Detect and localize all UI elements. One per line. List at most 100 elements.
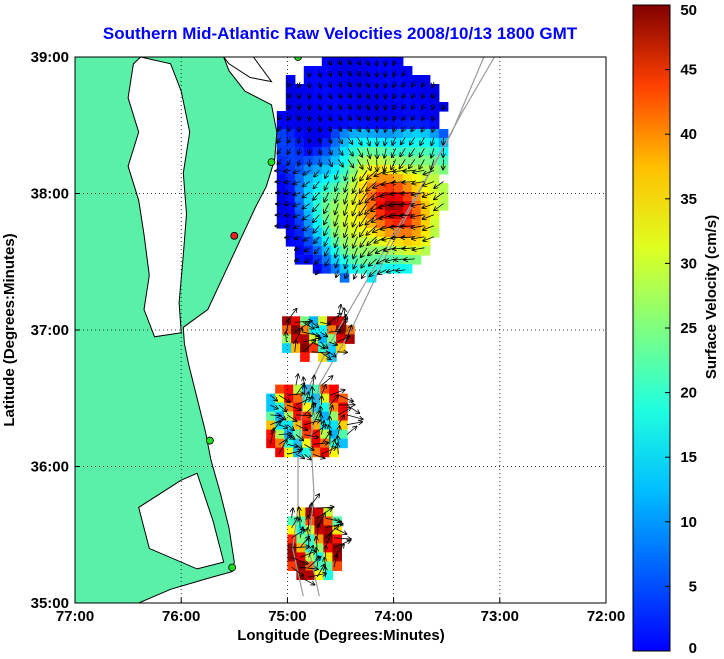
velocity-cell — [303, 210, 314, 220]
velocity-cell — [321, 93, 332, 103]
velocity-vector — [275, 226, 282, 227]
colorbar-tick-label: 0 — [689, 640, 697, 657]
velocity-cell — [339, 237, 350, 247]
velocity-vector — [330, 406, 333, 416]
velocity-vector — [353, 236, 358, 248]
velocity-cell — [429, 93, 440, 103]
velocity-vector — [294, 328, 302, 343]
velocity-cell — [312, 210, 323, 220]
velocity-vector — [319, 81, 320, 88]
velocity-cell — [330, 237, 341, 247]
velocity-vector — [285, 319, 289, 333]
velocity-cell — [375, 84, 386, 94]
velocity-cell — [311, 393, 321, 404]
velocity-vector — [432, 92, 434, 98]
velocity-cell — [339, 111, 350, 121]
velocity-vector — [378, 269, 387, 274]
velocity-vector — [313, 376, 314, 386]
velocity-vector — [278, 125, 281, 131]
y-tick-label: 38:00 — [31, 186, 69, 203]
velocity-cell — [393, 264, 404, 274]
velocity-cell — [338, 438, 348, 449]
velocity-cell — [366, 84, 377, 94]
velocity-cell — [420, 165, 431, 175]
velocity-vector — [287, 444, 297, 446]
velocity-cell — [314, 507, 324, 517]
velocity-vector — [288, 126, 291, 131]
velocity-cell — [366, 102, 377, 112]
velocity-vector — [278, 414, 286, 420]
velocity-vector — [298, 148, 300, 154]
velocity-vector — [422, 114, 425, 120]
velocity-vector — [347, 148, 353, 156]
velocity-vector — [303, 181, 310, 187]
velocity-vector — [402, 103, 405, 109]
x-tick-label: 75:00 — [268, 608, 306, 625]
velocity-vector — [303, 225, 310, 231]
velocity-cell — [312, 192, 323, 202]
velocity-vector — [316, 508, 332, 519]
velocity-vector — [287, 394, 303, 396]
velocity-cell — [266, 420, 276, 431]
velocity-vector — [317, 507, 334, 508]
velocity-vector — [287, 148, 290, 154]
velocity-cell — [312, 129, 323, 139]
velocity-vector — [361, 247, 368, 258]
velocity-cell — [276, 201, 287, 211]
velocity-vector — [311, 331, 320, 339]
velocity-cell — [276, 174, 287, 184]
velocity-cell — [339, 57, 350, 67]
velocity-vector — [431, 148, 434, 157]
velocity-cell — [327, 343, 337, 353]
velocity-cell — [312, 156, 323, 166]
colorbar-ticks: 0 5 10 15 20 25 30 35 40 45 50 — [665, 2, 697, 657]
velocity-vector — [357, 148, 363, 157]
velocity-vector — [338, 415, 344, 425]
velocity-cell — [411, 138, 422, 148]
velocity-vector — [319, 104, 320, 110]
velocity-cell — [330, 120, 341, 130]
velocity-cell — [375, 111, 386, 121]
velocity-cell — [320, 384, 330, 395]
velocity-cell — [312, 102, 323, 112]
velocity-cell — [393, 147, 404, 157]
velocity-cell — [294, 255, 305, 265]
velocity-cell — [321, 120, 332, 130]
velocity-cell — [276, 147, 287, 157]
colorbar-tick-label: 45 — [680, 62, 697, 79]
velocity-vector — [329, 59, 331, 65]
velocity-cell — [330, 138, 341, 148]
velocity-vector — [308, 503, 312, 519]
velocity-cell — [348, 129, 359, 139]
velocity-vector — [291, 517, 298, 529]
velocity-cell — [420, 183, 431, 193]
velocity-cell — [312, 174, 323, 184]
velocity-cell — [311, 420, 321, 431]
velocity-vector — [423, 181, 435, 186]
velocity-vector — [412, 81, 415, 87]
velocity-vector — [296, 374, 298, 386]
velocity-vector — [329, 114, 331, 120]
velocity-vector — [392, 148, 397, 157]
velocity-cell — [429, 201, 440, 211]
velocity-cell — [318, 334, 328, 344]
velocity-vector — [325, 526, 339, 539]
colorbar-tick-label: 5 — [689, 578, 697, 595]
velocity-vector — [315, 258, 320, 264]
velocity-vector — [287, 159, 290, 165]
velocity-vector — [300, 527, 303, 538]
chart-title: Southern Mid-Atlantic Raw Velocities 200… — [103, 24, 578, 43]
velocity-vector — [353, 170, 358, 181]
velocity-cell — [384, 66, 395, 76]
velocity-cell — [384, 75, 395, 85]
velocity-cell — [285, 201, 296, 211]
velocity-vector — [319, 70, 320, 77]
velocity-vector — [335, 203, 339, 215]
velocity-vector — [294, 170, 301, 173]
velocity-cell — [429, 210, 440, 220]
velocity-cell — [339, 156, 350, 166]
radar-stations — [205, 57, 302, 572]
velocity-cell — [411, 246, 422, 256]
velocity-cell — [402, 192, 413, 202]
colorbar-label: Surface Velocity (cm/s) — [703, 215, 720, 379]
